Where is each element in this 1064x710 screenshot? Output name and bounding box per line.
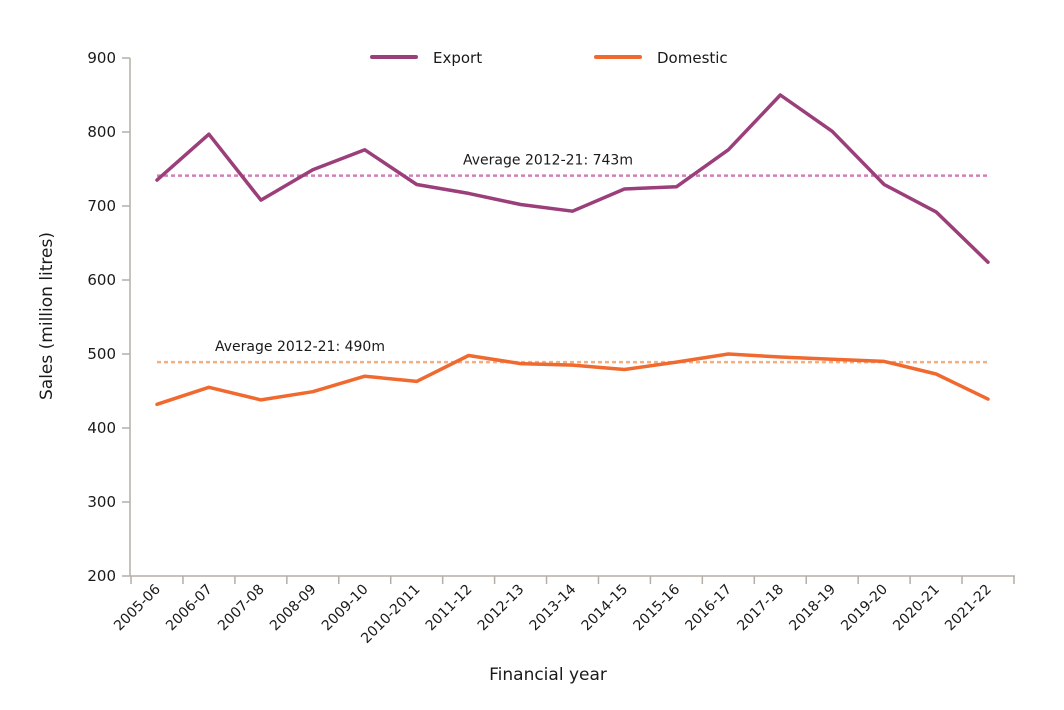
x-tick-label: 2021-22	[942, 582, 995, 635]
x-tick-label: 2017-18	[734, 582, 787, 635]
x-tick-label: 2006-07	[163, 582, 216, 635]
x-axis-title: Financial year	[489, 665, 607, 685]
x-tick-label: 2013-14	[527, 581, 580, 634]
x-tick-label: 2018-19	[786, 582, 839, 635]
y-axis-title: Sales (million litres)	[37, 232, 57, 400]
series-line-domestic	[155, 352, 990, 407]
y-tick-label: 700	[87, 197, 116, 215]
y-tick-label: 400	[87, 419, 116, 437]
y-tick-label: 200	[87, 567, 116, 585]
y-tick-label: 300	[87, 493, 116, 511]
x-tick-label: 2009-10	[319, 582, 372, 635]
x-tick-label: 2016-17	[682, 582, 735, 635]
series-line-export	[155, 93, 990, 264]
x-tick-label: 2014-15	[579, 582, 632, 635]
x-tick-label: 2005-06	[111, 581, 164, 634]
x-tick-label: 2020-21	[890, 582, 943, 635]
x-tick-label: 2015-16	[631, 581, 684, 634]
y-tick-label: 800	[87, 123, 116, 141]
y-tick-label: 600	[87, 271, 116, 289]
y-tick-label: 500	[87, 345, 116, 363]
average-label: Average 2012-21: 743m	[463, 153, 633, 169]
legend-label: Export	[433, 49, 482, 67]
x-tick-label: 2008-09	[267, 582, 320, 635]
x-tick-label: 2011-12	[423, 582, 476, 635]
legend-label: Domestic	[657, 49, 728, 67]
y-tick-label: 900	[87, 49, 116, 67]
average-label: Average 2012-21: 490m	[215, 339, 385, 355]
x-tick-label: 2007-08	[215, 582, 268, 635]
x-tick-label: 2012-13	[475, 582, 528, 635]
x-tick-label: 2019-20	[838, 582, 891, 635]
